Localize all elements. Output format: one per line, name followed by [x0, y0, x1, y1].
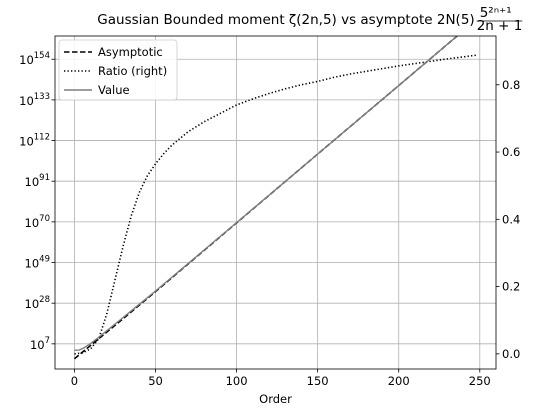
legend-label: Value	[98, 83, 130, 97]
chart-title-fraction-denominator: 2n + 1	[477, 18, 523, 34]
y-left-tick-label: 10112	[19, 133, 50, 149]
y-right-tick-label: 0.2	[502, 280, 520, 294]
y-right-axis-ticks: 0.0 0.2 0.4 0.6 0.8	[496, 78, 520, 361]
series-layer	[73, 36, 477, 360]
y-left-tick-label: 1070	[25, 214, 50, 230]
x-tick-label: 250	[469, 374, 491, 388]
y-left-axis-ticks: 107 1028 1049 1070 1091 10112 10133 10154	[19, 51, 55, 352]
chart-title: Gaussian Bounded moment ζ(2n,5) vs asymp…	[97, 12, 474, 28]
x-tick-label: 0	[71, 374, 78, 388]
y-right-tick-label: 0.4	[502, 212, 520, 226]
legend-box	[58, 39, 178, 101]
series-line-ratio-right	[74, 54, 477, 355]
y-right-tick-label: 0.6	[502, 145, 520, 159]
chart-title-main: Gaussian Bounded moment ζ(2n,5) vs asymp…	[97, 12, 474, 28]
chart-title-fraction-numerator: 5²ⁿ⁺¹	[480, 5, 512, 21]
y-left-tick-label: 1091	[25, 173, 50, 189]
legend-label: Asymptotic	[98, 45, 163, 59]
y-right-tick-label: 0.8	[502, 78, 520, 92]
x-tick-label: 50	[148, 374, 163, 388]
x-tick-label: 200	[388, 374, 410, 388]
legend-label: Ratio (right)	[98, 64, 167, 78]
x-axis-label: Order	[259, 392, 292, 406]
y-left-tick-label: 10154	[19, 51, 50, 67]
y-left-tick-label: 1049	[25, 255, 50, 271]
y-left-tick-label: 1028	[25, 295, 50, 311]
x-tick-label: 150	[307, 374, 329, 388]
plot-frame	[54, 35, 497, 370]
x-axis-ticks: 0 50 100 150 200 250	[71, 369, 491, 388]
y-left-tick-label: 107	[30, 336, 50, 352]
series-line-value	[74, 36, 459, 351]
x-tick-label: 100	[226, 374, 248, 388]
grid-lines	[55, 36, 496, 369]
y-left-tick-label: 10133	[19, 92, 50, 108]
legend: Asymptotic Ratio (right) Value	[58, 39, 178, 101]
y-right-tick-label: 0.0	[502, 347, 520, 361]
